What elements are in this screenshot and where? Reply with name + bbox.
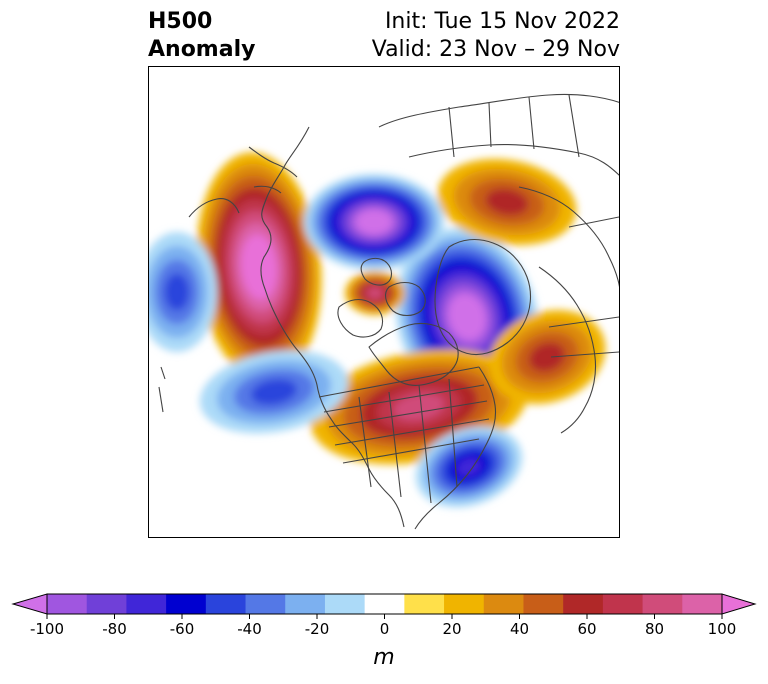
colorbar-segment	[285, 594, 326, 614]
colorbar-tick-label: 60	[577, 620, 596, 638]
coastlines	[158, 93, 619, 530]
colorbar-tick-label: -40	[237, 620, 262, 638]
colorbar-tick-label: 20	[442, 620, 461, 638]
colorbar-tick-label: -80	[102, 620, 127, 638]
contour-atlantic-trough	[456, 457, 482, 477]
contour-pacific-trough	[164, 273, 190, 311]
contour-baffin-low	[454, 301, 480, 333]
colorbar-extend-min	[11, 593, 48, 615]
colorbar-segment	[364, 594, 405, 614]
contour-hudson-bay-ridge	[393, 393, 445, 421]
colorbar-tick-label: 100	[708, 620, 737, 638]
colorbar-tick-label: -20	[305, 620, 330, 638]
colorbar-segment	[47, 594, 88, 614]
colorbar-segment	[642, 594, 683, 614]
anomaly-map	[148, 66, 620, 538]
colorbar-segments	[11, 593, 757, 615]
colorbar-unit: m	[373, 645, 395, 670]
contour-siberia-ridge	[485, 188, 529, 216]
title-left: H500 Anomaly	[148, 8, 255, 64]
colorbar-segment	[523, 594, 564, 614]
colorbar-tick-label: -100	[30, 620, 64, 638]
colorbar-tick-label: -60	[170, 620, 195, 638]
colorbar-segment	[245, 594, 286, 614]
colorbar-segment	[563, 594, 604, 614]
contour-gulf-alaska-trough	[251, 379, 297, 405]
colorbar-tick-labels: -100 -80 -60 -40 -20 0 20 40 60 80 100	[30, 620, 736, 638]
colorbar-segment	[166, 594, 207, 614]
colorbar-segment	[682, 594, 723, 614]
contour-arctic-low	[361, 213, 387, 231]
title-variable: H500	[148, 9, 213, 34]
colorbar-segment	[324, 594, 366, 614]
anomaly-contours	[149, 152, 606, 508]
title-type: Anomaly	[148, 37, 256, 62]
colorbar-segment	[126, 594, 167, 614]
colorbar-tick-label: 40	[510, 620, 529, 638]
map-canvas	[149, 93, 619, 530]
colorbar-segment	[86, 594, 127, 614]
colorbar-tick-label: 80	[645, 620, 664, 638]
colorbar-segment	[404, 594, 445, 614]
valid-range: Valid: 23 Nov – 29 Nov	[371, 37, 620, 62]
colorbar-ticks	[46, 614, 723, 619]
colorbar-tick-label: 0	[380, 620, 390, 638]
colorbar-segment	[205, 594, 247, 614]
colorbar-segment	[444, 594, 485, 614]
colorbar-segment	[483, 594, 524, 614]
init-date: Init: Tue 15 Nov 2022	[384, 9, 620, 34]
title-right: Init: Tue 15 Nov 2022 Valid: 23 Nov – 29…	[372, 8, 620, 64]
contour-greenland-ridge	[528, 342, 566, 372]
contour-arctic-small-ridge	[368, 287, 382, 299]
colorbar: -100 -80 -60 -40 -20 0 20 40 60 80 100	[11, 593, 757, 638]
colorbar-segment	[602, 594, 644, 614]
colorbar-extend-max	[721, 593, 757, 615]
